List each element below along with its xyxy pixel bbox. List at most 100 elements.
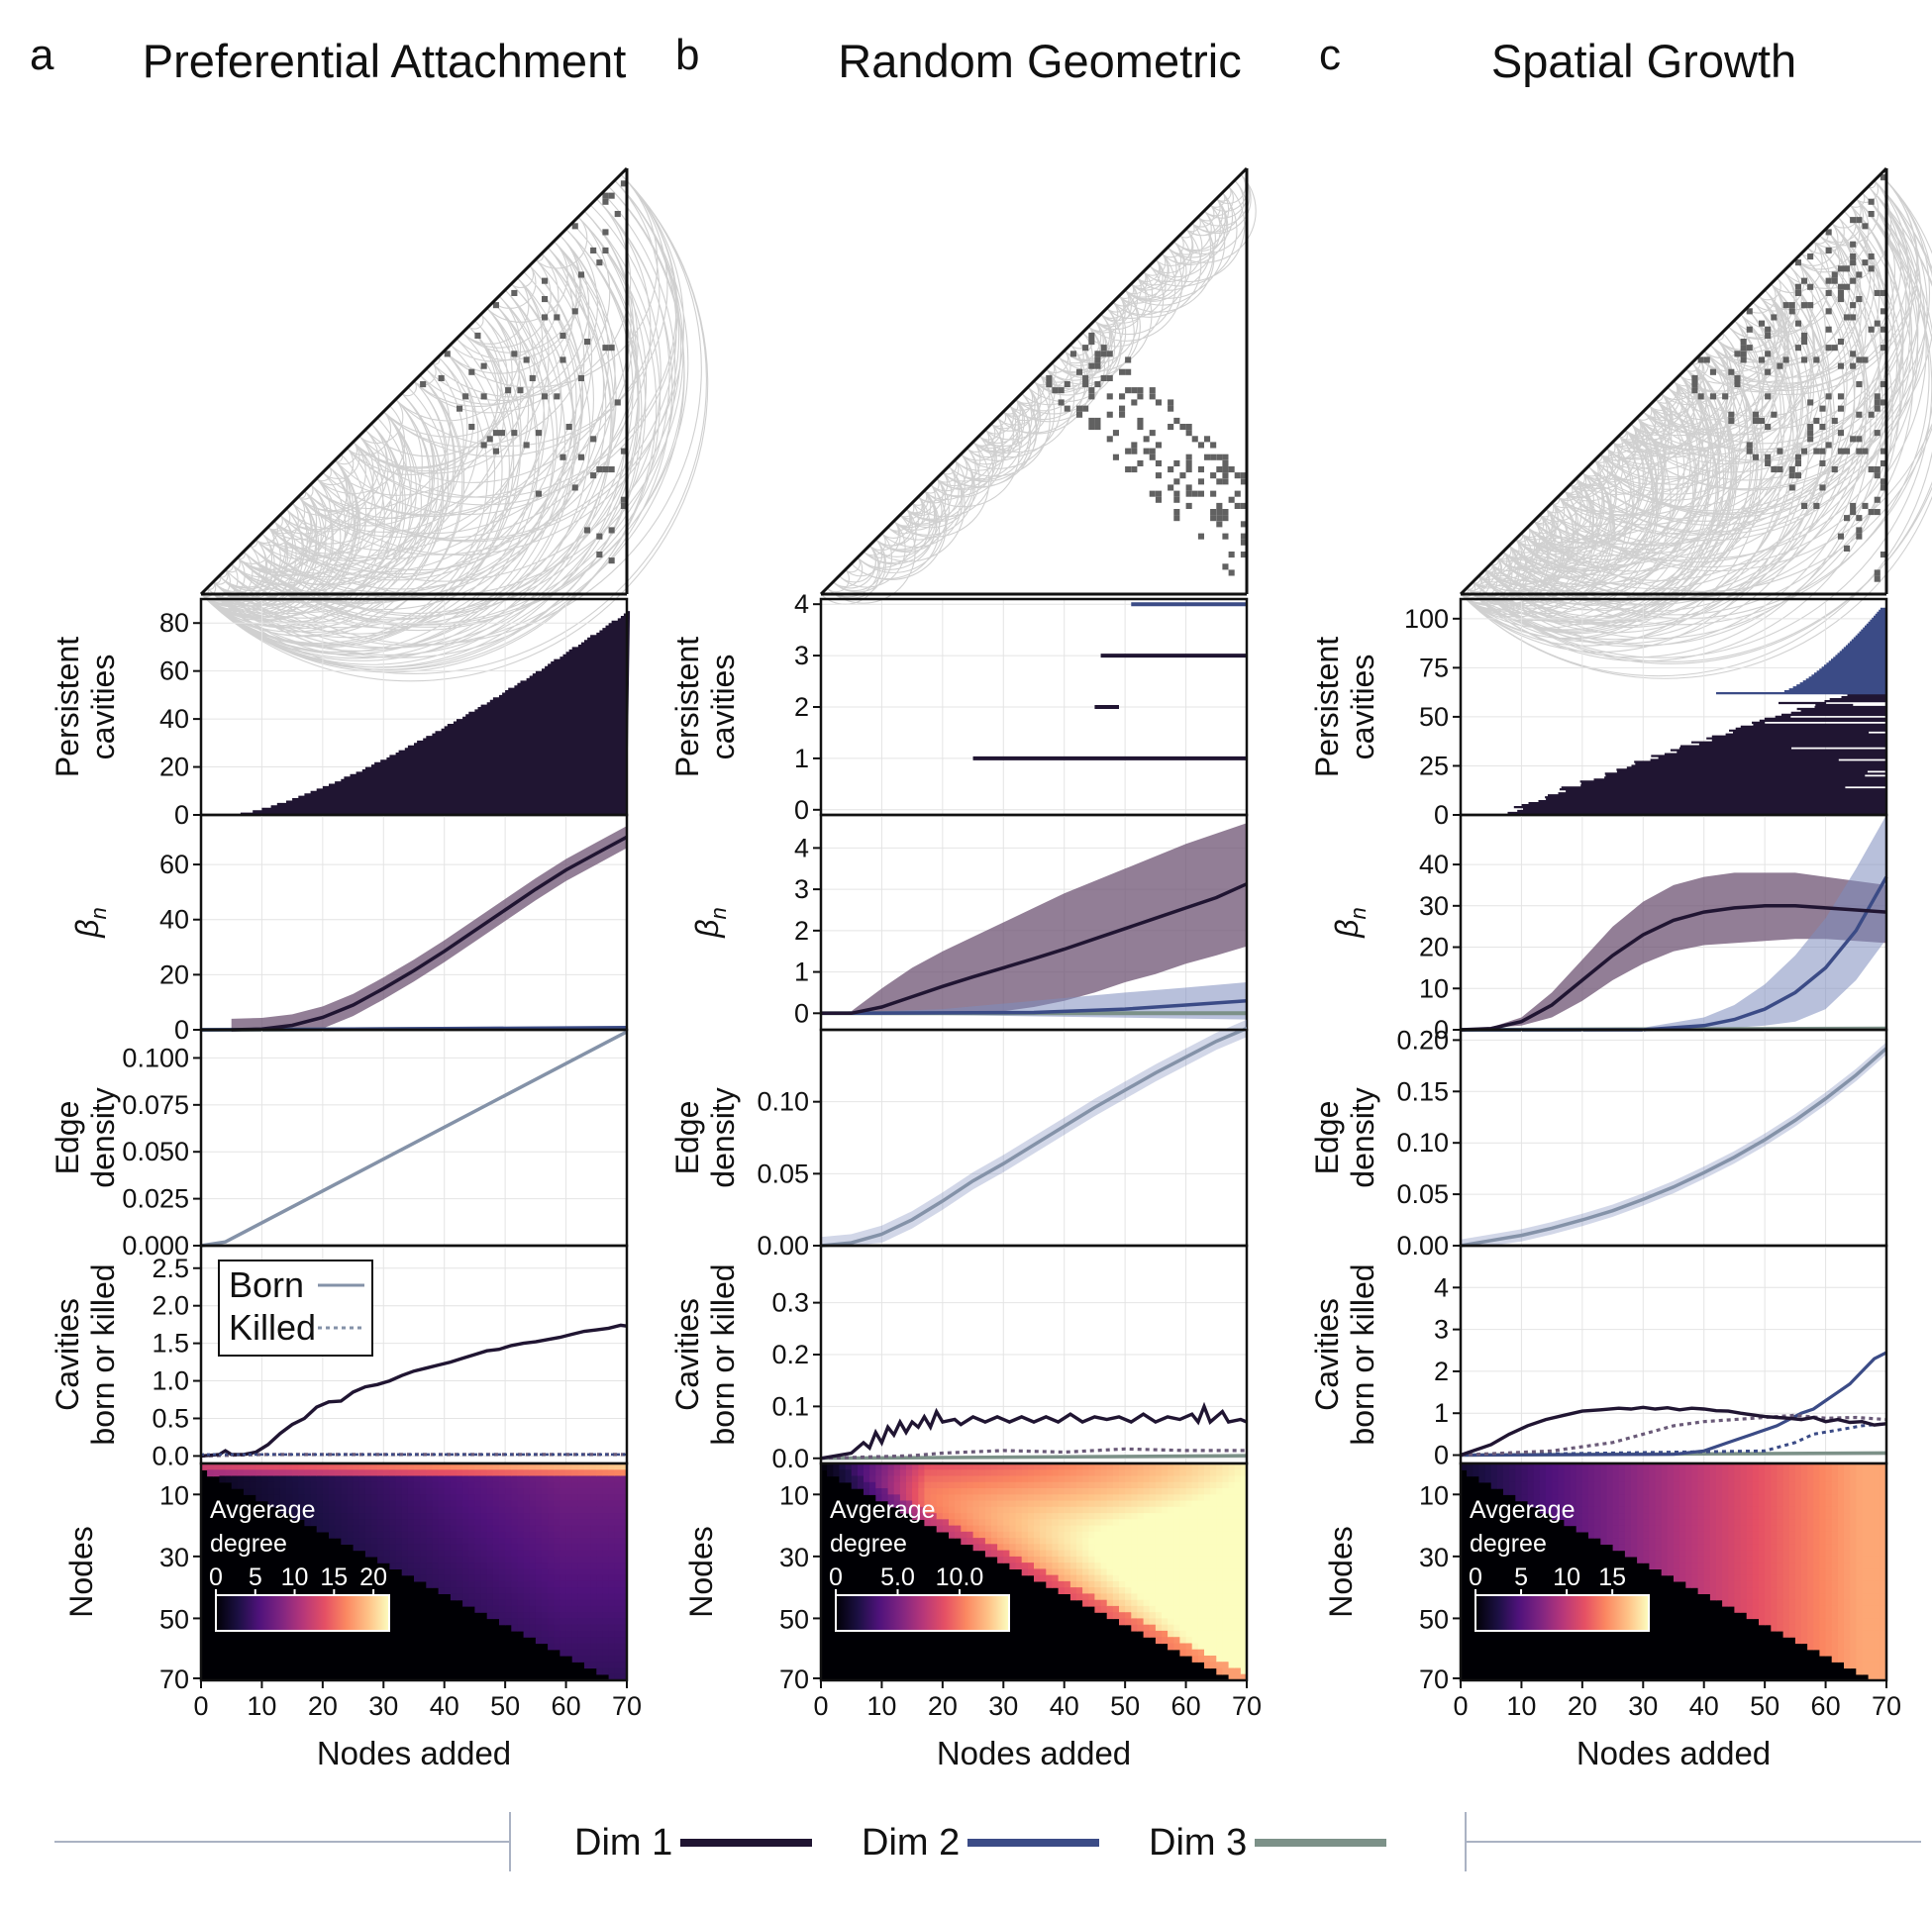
heatmap-cell — [468, 1500, 475, 1508]
matrix-cell — [1210, 442, 1217, 449]
heatmap-cell — [426, 1568, 433, 1576]
heatmap-cell — [1106, 1574, 1114, 1582]
matrix-cell — [542, 314, 549, 321]
heatmap-cell — [1162, 1624, 1169, 1632]
heatmap-cell — [492, 1563, 500, 1569]
heatmap-cell — [1058, 1506, 1066, 1514]
matrix-cell — [1155, 490, 1162, 497]
heatmap-cell — [584, 1587, 591, 1594]
heatmap-cell — [1119, 1463, 1126, 1470]
heatmap-cell — [1210, 1463, 1217, 1470]
heatmap-cell — [1691, 1469, 1699, 1477]
heatmap-cell — [1003, 1475, 1010, 1483]
heatmap-cell — [505, 1506, 512, 1514]
heatmap-cell — [949, 1494, 956, 1502]
matrix-cell — [1228, 466, 1235, 473]
heatmap-cell — [548, 1463, 555, 1470]
heatmap-cell — [1484, 1475, 1492, 1483]
heatmap-cell — [1856, 1593, 1863, 1601]
heatmap-cell — [602, 1624, 610, 1632]
heatmap-cell — [924, 1519, 932, 1527]
heatmap-cell — [955, 1531, 962, 1539]
heatmap-cell — [1119, 1550, 1126, 1558]
heatmap-cell — [462, 1556, 469, 1563]
heatmap-cell — [1088, 1580, 1095, 1588]
heatmap-cell — [1576, 1519, 1583, 1527]
heatmap-cell — [1667, 1469, 1675, 1477]
heatmap-cell — [468, 1506, 475, 1514]
heatmap-cell — [1228, 1525, 1236, 1533]
heatmap-cell — [1168, 1500, 1174, 1508]
heatmap-cell — [1149, 1500, 1157, 1508]
heatmap-cell — [590, 1662, 597, 1669]
heatmap-cell — [590, 1624, 597, 1632]
heatmap-cell — [1046, 1481, 1053, 1489]
heatmap-cell — [1155, 1593, 1163, 1601]
heatmap-cell — [1179, 1519, 1187, 1527]
heatmap-cell — [1618, 1488, 1626, 1495]
heatmap-cell — [529, 1618, 537, 1626]
heatmap-cell — [571, 1593, 579, 1601]
heatmap-cell — [462, 1538, 469, 1545]
heatmap-cell — [1191, 1506, 1199, 1514]
heatmap-cell — [529, 1630, 537, 1638]
heatmap-cell — [827, 1469, 834, 1477]
heatmap-cell — [857, 1475, 864, 1483]
matrix-cell — [1868, 411, 1875, 418]
heatmap-cell — [1191, 1605, 1199, 1613]
heatmap-cell — [1612, 1538, 1620, 1545]
heatmap-cell — [542, 1538, 549, 1545]
heatmap-cell — [955, 1513, 962, 1520]
heatmap-cell — [1759, 1605, 1766, 1613]
heatmap-cell — [1581, 1463, 1589, 1470]
heatmap-cell — [1076, 1568, 1083, 1576]
label-persistent-cavities-line: Persistent — [50, 637, 85, 777]
heatmap-cell — [1027, 1550, 1035, 1558]
heatmap-cell — [1197, 1624, 1205, 1632]
heatmap-cell — [1600, 1481, 1607, 1489]
heatmap-cell — [1179, 1612, 1187, 1620]
matrix-cell — [1794, 283, 1801, 290]
heatmap-cell — [1868, 1593, 1876, 1601]
heatmap-cell — [596, 1525, 603, 1533]
matrix-cell — [1850, 509, 1857, 516]
heatmap-cell — [1777, 1612, 1784, 1620]
heatmap-cell — [1149, 1556, 1157, 1563]
heatmap-cell — [1709, 1519, 1717, 1527]
heatmap-cell — [292, 1500, 299, 1508]
heatmap-cell — [1856, 1649, 1863, 1657]
heatmap-cell — [407, 1494, 415, 1502]
heatmap-cell — [414, 1568, 421, 1576]
heatmap-cell — [450, 1463, 458, 1470]
heatmap-cell — [1588, 1519, 1595, 1527]
heatmap-cell — [444, 1544, 452, 1552]
heatmap-cell — [457, 1531, 463, 1539]
persistent-dim1-area — [231, 611, 631, 815]
heatmap-cell — [1734, 1481, 1742, 1489]
heatmap-cell — [511, 1550, 518, 1558]
heatmap-cell — [955, 1475, 962, 1483]
heatmap-cell — [1765, 1550, 1772, 1558]
heatmap-cell — [316, 1500, 324, 1508]
heatmap-cell — [1740, 1556, 1748, 1563]
heatmap-cell — [984, 1519, 992, 1527]
heatmap-cell — [1240, 1630, 1248, 1638]
heatmap-cell — [414, 1544, 421, 1552]
heatmap-cell — [1009, 1494, 1017, 1502]
heatmap-cell — [1222, 1544, 1230, 1552]
heatmap-cell — [1064, 1580, 1071, 1588]
heatmap-cell — [942, 1469, 950, 1477]
heatmap-cell — [1868, 1643, 1876, 1651]
heatmap-cell — [1576, 1494, 1583, 1502]
heatmap-cell — [401, 1463, 409, 1470]
heatmap-cell — [1801, 1580, 1808, 1588]
x-tick-label: 10 — [247, 1691, 276, 1721]
matrix-cell — [614, 211, 621, 218]
heatmap-cell — [407, 1500, 415, 1508]
heatmap-cell — [1594, 1506, 1601, 1514]
heatmap-cell — [1837, 1519, 1845, 1527]
heatmap-cell — [244, 1475, 251, 1483]
heatmap-cell — [1058, 1494, 1066, 1502]
heatmap-cell — [1856, 1525, 1863, 1533]
heatmap-cell — [1179, 1568, 1187, 1576]
